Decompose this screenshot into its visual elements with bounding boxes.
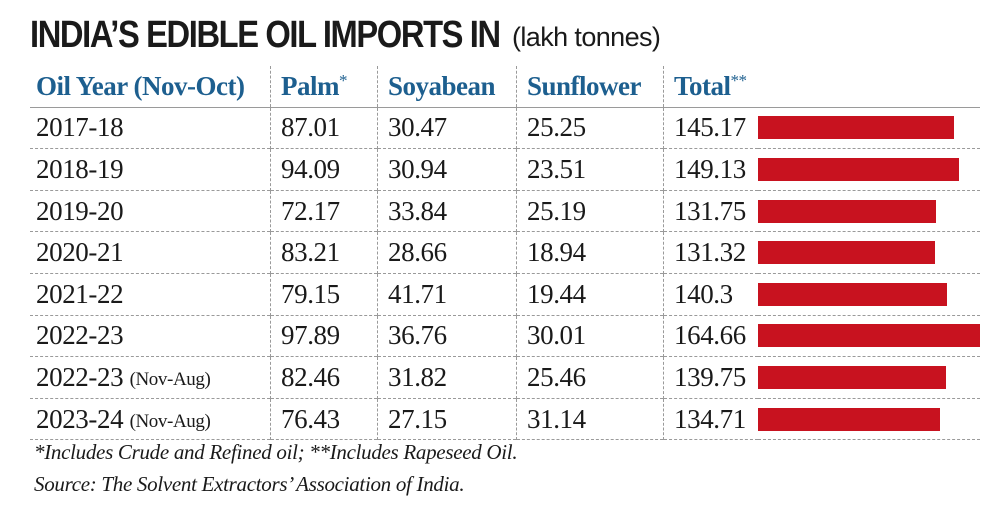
palm-cell: 87.01 <box>270 107 378 149</box>
bar-cell <box>758 398 980 440</box>
total-bar <box>758 407 940 431</box>
header-soyabean: Soyabean <box>377 66 517 108</box>
total-cell: 164.66 <box>663 315 758 357</box>
soyabean-cell: 30.94 <box>377 148 517 191</box>
total-cell: 139.75 <box>663 356 758 399</box>
footnote-includes: *Includes Crude and Refined oil; **Inclu… <box>34 440 518 464</box>
soyabean-cell: 33.84 <box>377 190 517 232</box>
palm-cell: 76.43 <box>270 398 378 440</box>
sunflower-cell: 25.25 <box>516 107 664 149</box>
table-header-row: Oil Year (Nov-Oct) Palm* Soyabean Sunflo… <box>30 66 980 108</box>
year-cell: 2019-20 <box>36 195 124 226</box>
soyabean-cell: 41.71 <box>377 273 517 316</box>
table-row: 2020-21 83.21 28.66 18.94 131.32 <box>30 231 980 274</box>
total-bar <box>758 241 935 265</box>
soyabean-cell: 28.66 <box>377 231 517 274</box>
period-note: (Nov-Aug) <box>129 368 211 390</box>
total-cell: 149.13 <box>663 148 758 191</box>
table-row: 2022-23 (Nov-Aug) 82.46 31.82 25.46 139.75 <box>30 356 980 399</box>
total-bar <box>758 324 980 348</box>
header-palm: Palm* <box>270 66 378 108</box>
palm-cell: 83.21 <box>270 231 378 274</box>
total-bar <box>758 116 954 140</box>
bar-cell <box>758 149 980 191</box>
table-row: 2019-20 72.17 33.84 25.19 131.75 <box>30 190 980 232</box>
year-cell: 2023-24 (Nov-Aug) <box>36 403 211 434</box>
table-body: 2017-18 87.01 30.47 25.25 145.17 2018-19 94.… <box>30 107 980 440</box>
year-cell: 2017-18 <box>36 112 124 143</box>
sunflower-cell: 25.46 <box>516 356 664 399</box>
header-sunflower: Sunflower <box>516 66 664 108</box>
table-row: 2022-23 97.89 36.76 30.01 164.66 <box>30 315 980 357</box>
sunflower-cell: 18.94 <box>516 231 664 274</box>
imports-table: Oil Year (Nov-Oct) Palm* Soyabean Sunflo… <box>30 66 980 440</box>
total-bar <box>758 199 936 223</box>
table-row: 2021-22 79.15 41.71 19.44 140.3 <box>30 273 980 316</box>
bar-cell <box>758 190 980 232</box>
header-bar-space <box>758 66 980 107</box>
year-cell: 2018-19 <box>36 153 124 184</box>
chart-title: INDIA’S EDIBLE OIL IMPORTS IN <box>30 14 501 56</box>
soyabean-cell: 36.76 <box>377 315 517 357</box>
palm-cell: 79.15 <box>270 273 378 316</box>
total-cell: 145.17 <box>663 107 758 149</box>
soyabean-cell: 27.15 <box>377 398 517 440</box>
year-cell: 2022-23 <box>36 320 124 351</box>
bar-cell <box>758 357 980 399</box>
total-bar <box>758 365 947 389</box>
year-cell: 2020-21 <box>36 237 124 268</box>
total-bar <box>758 282 948 306</box>
header-oil-year: Oil Year (Nov-Oct) <box>36 70 245 101</box>
palm-cell: 72.17 <box>270 190 378 232</box>
footnote-source: Source: The Solvent Extractors’ Associat… <box>34 472 465 496</box>
palm-cell: 82.46 <box>270 356 378 399</box>
table-row: 2018-19 94.09 30.94 23.51 149.13 <box>30 148 980 191</box>
bar-cell <box>758 315 980 357</box>
chart-unit: (lakh tonnes) <box>512 22 661 52</box>
year-cell: 2021-22 <box>36 278 124 309</box>
header-total: Total** <box>663 66 758 108</box>
total-cell: 134.71 <box>663 398 758 440</box>
soyabean-cell: 30.47 <box>377 107 517 149</box>
total-cell: 131.32 <box>663 231 758 274</box>
chart-title-block: INDIA’S EDIBLE OIL IMPORTS IN (lakh tonn… <box>30 14 661 57</box>
total-bar <box>758 157 960 181</box>
table-row: 2017-18 87.01 30.47 25.25 145.17 <box>30 107 980 149</box>
soyabean-cell: 31.82 <box>377 356 517 399</box>
period-note: (Nov-Aug) <box>129 410 211 432</box>
sunflower-cell: 19.44 <box>516 273 664 316</box>
palm-cell: 94.09 <box>270 148 378 191</box>
sunflower-cell: 25.19 <box>516 190 664 232</box>
bar-cell <box>758 107 980 149</box>
bar-cell <box>758 232 980 274</box>
year-cell: 2022-23 (Nov-Aug) <box>36 361 211 392</box>
total-cell: 131.75 <box>663 190 758 232</box>
sunflower-cell: 30.01 <box>516 315 664 357</box>
table-row: 2023-24 (Nov-Aug) 76.43 27.15 31.14 134.71 <box>30 398 980 440</box>
total-cell: 140.3 <box>663 273 758 316</box>
sunflower-cell: 31.14 <box>516 398 664 440</box>
sunflower-cell: 23.51 <box>516 148 664 191</box>
palm-cell: 97.89 <box>270 315 378 357</box>
bar-cell <box>758 273 980 315</box>
